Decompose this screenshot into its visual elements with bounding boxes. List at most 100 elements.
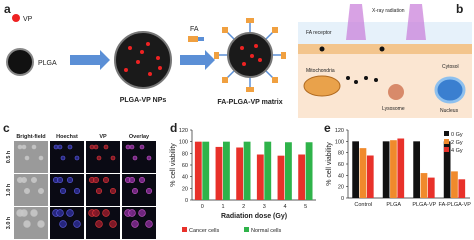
cell (74, 188, 81, 195)
legend-swatch (182, 227, 187, 232)
cell (20, 209, 28, 217)
cell (93, 144, 99, 150)
legend-label: 2 Gy (451, 140, 463, 146)
cell (129, 144, 135, 150)
cell (103, 177, 110, 184)
y-axis-label: % cell viability (170, 143, 177, 187)
panel-label: d (170, 121, 177, 135)
mitochondria (303, 75, 341, 97)
x-tick-label: 2 (242, 204, 245, 210)
column-header: Hoechst (56, 134, 78, 140)
cell (56, 177, 63, 184)
y-tick-label: 0 (341, 196, 344, 202)
panel-label: a (4, 2, 11, 16)
vp-dot (12, 14, 20, 22)
bar (359, 148, 367, 198)
cell (89, 144, 95, 150)
x-tick-label: 3 (263, 204, 266, 210)
bar (236, 147, 244, 200)
panel-label: c (3, 121, 10, 135)
cell (20, 177, 27, 184)
fa-molecule (188, 36, 198, 42)
x-tick-label: FA-PLGA-VP (439, 202, 472, 208)
cell (59, 188, 66, 195)
bar (243, 141, 251, 200)
row-label: 0.5 h (6, 150, 12, 163)
y-tick-label: 20 (182, 186, 188, 192)
y-tick-label: 80 (338, 151, 344, 157)
cell (21, 144, 27, 150)
arrow (180, 50, 215, 70)
y-axis-label: % cell viability (326, 142, 333, 186)
bar (443, 141, 451, 198)
nucleus (434, 76, 466, 104)
cell (110, 188, 117, 195)
legend-swatch (444, 139, 449, 144)
cell (131, 220, 139, 228)
column-header: VP (99, 134, 107, 140)
legend-label: Cancer cells (189, 228, 220, 234)
label: FA-PLGA-VP matrix (217, 99, 282, 106)
x-tick-label: 0 (201, 204, 204, 210)
bar (397, 138, 405, 198)
cell (95, 220, 103, 228)
bar (451, 171, 458, 198)
panel-a: a VP PLGA PLGA-VP NPs FA FA-PLGA-VP matr… (4, 2, 286, 106)
label: FA (190, 26, 199, 33)
cell (128, 209, 136, 217)
legend-label: 0 Gy (451, 132, 463, 138)
legend-swatch (444, 147, 449, 152)
y-tick-label: 80 (182, 151, 188, 157)
x-tick-label: 5 (304, 204, 307, 210)
bar (223, 141, 230, 200)
cell (66, 209, 74, 217)
cell (30, 177, 37, 184)
cell (139, 144, 145, 150)
cell (30, 209, 38, 217)
label: PLGA-VP NPs (120, 97, 167, 104)
bar (427, 177, 435, 198)
nps (319, 46, 385, 84)
cell (24, 155, 30, 161)
label: FA receptor (306, 30, 332, 36)
panel-label: e (324, 121, 331, 135)
fa-molecule (198, 37, 204, 41)
y-tick-label: 60 (182, 163, 188, 169)
fa-heads (214, 18, 286, 92)
column-header: Overlay (129, 134, 150, 140)
cell (103, 144, 109, 150)
cell (109, 220, 117, 228)
legend-label: 4 Gy (451, 148, 463, 154)
cell (31, 144, 37, 150)
bar (458, 179, 466, 198)
row-label: 1.0 h (6, 183, 12, 196)
x-tick-label: PLGA (386, 202, 401, 208)
y-tick-label: 0 (185, 198, 188, 204)
label: Mitochondria (306, 68, 335, 74)
bar (305, 142, 313, 200)
cell (56, 209, 64, 217)
y-tick-label: 100 (335, 139, 344, 145)
y-tick-label: 40 (338, 173, 344, 179)
bar (277, 155, 285, 200)
lysosome (388, 84, 404, 100)
cell (102, 209, 110, 217)
cell (38, 155, 44, 161)
panel-c: c Bright-field Hoechst VP Overlay 0.5 h 1.0 h… (3, 121, 156, 239)
matrix-np (227, 32, 273, 78)
y-tick-label: 120 (335, 128, 344, 134)
bar (352, 141, 360, 198)
legend-label: Normal cells (251, 228, 282, 234)
cell (23, 220, 31, 228)
y-tick-label: 120 (179, 128, 188, 134)
bar (413, 141, 421, 198)
cell (93, 177, 100, 184)
panel-b: b FA receptor X-ray radiation Mitochondr… (298, 2, 472, 118)
xray-beam (346, 4, 366, 40)
cell (132, 155, 138, 161)
cell (60, 155, 66, 161)
bar (194, 141, 202, 200)
x-tick-label: Control (354, 202, 372, 208)
np (114, 31, 172, 89)
